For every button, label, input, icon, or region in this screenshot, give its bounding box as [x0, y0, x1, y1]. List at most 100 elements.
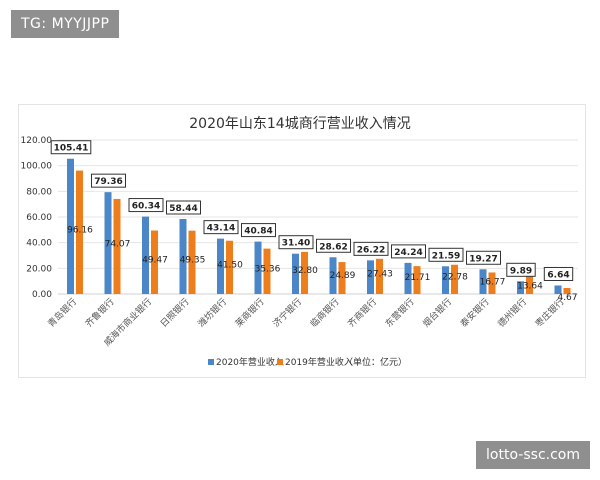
bar-2019 [301, 251, 308, 294]
data-label-2020: 9.89 [510, 266, 532, 276]
data-label-2020: 19.27 [469, 254, 497, 264]
data-label-box [391, 244, 426, 259]
bar-2020 [104, 192, 112, 294]
bar-2020 [217, 238, 224, 294]
data-label-box [353, 241, 389, 256]
y-tick-label: 100.00 [21, 162, 53, 172]
category-label: 莱商银行 [233, 296, 267, 330]
data-label-2019: 32.80 [292, 266, 318, 276]
chart-frame [18, 104, 586, 378]
bar-2019 [376, 258, 383, 294]
bar-2020 [404, 262, 412, 294]
data-label-2019: 16.77 [480, 277, 506, 287]
data-label-box [543, 266, 574, 281]
data-label-box [241, 223, 276, 238]
tag-label: TG: MYYJJPP [11, 10, 120, 38]
data-label-2020: 21.59 [432, 251, 460, 261]
y-tick-label: 0.00 [32, 290, 52, 300]
bar-2019 [563, 288, 571, 294]
data-label-2020: 6.64 [547, 270, 569, 280]
bar-2020 [142, 216, 149, 294]
data-label-2020: 28.62 [319, 242, 347, 252]
category-label: 临商银行 [308, 296, 342, 330]
category-label: 德州银行 [495, 296, 529, 330]
y-tick-label: 20.00 [26, 264, 52, 274]
category-label: 枣庄银行 [533, 296, 567, 330]
y-tick-label: 120.00 [21, 136, 53, 146]
data-label-2020: 58.44 [169, 204, 197, 214]
bar-2020 [517, 281, 524, 294]
data-label-2019: 27.43 [367, 269, 393, 279]
chart-title: 2020年山东14城商行营业收入情况 [189, 116, 410, 132]
bar-2019 [488, 272, 496, 294]
legend: 2020年营业收入 2019年营业收入 （单位：亿元） [208, 356, 407, 368]
category-label: 济宁银行 [270, 296, 304, 330]
data-label-2020: 79.36 [94, 177, 122, 187]
bar-2020 [292, 253, 299, 294]
bar-2020 [254, 241, 262, 294]
bar-2019 [526, 276, 533, 294]
category-label: 烟台银行 [420, 296, 454, 330]
bar-2019 [113, 198, 121, 294]
data-label-2020: 24.24 [394, 248, 422, 258]
bar-2019 [451, 264, 458, 294]
legend-swatch-2020 [208, 359, 214, 365]
category-label: 日照银行 [158, 296, 192, 330]
data-label-2019: 35.36 [255, 264, 281, 274]
data-label-box [166, 200, 201, 215]
data-label-2020: 40.84 [244, 227, 272, 237]
data-label-box [506, 262, 536, 277]
bar-2020 [329, 257, 337, 294]
category-label: 齐商银行 [345, 296, 379, 330]
bar-2019 [76, 170, 83, 294]
bar-2019 [413, 266, 421, 294]
category-label: 东营银行 [383, 296, 417, 330]
data-label-box [278, 235, 314, 250]
bar-2020 [67, 158, 74, 294]
legend-unit: （单位：亿元） [344, 356, 407, 368]
data-label-2019: 13.64 [517, 281, 543, 291]
data-label-2019: 74.07 [105, 239, 131, 249]
data-label-2019: 41.50 [217, 260, 243, 270]
bar-2019 [263, 248, 271, 294]
data-label-2019: 22.78 [442, 272, 468, 282]
y-tick-label: 80.00 [26, 187, 52, 197]
data-label-2019: 49.47 [142, 255, 168, 265]
site-label: lotto-ssc.com [476, 441, 590, 469]
data-label-box [128, 198, 164, 213]
bar-2020 [479, 269, 487, 294]
bar-2019 [338, 262, 346, 294]
data-label-box [50, 140, 92, 155]
y-tick-label: 60.00 [26, 213, 52, 223]
category-label: 齐鲁银行 [83, 296, 117, 330]
bar-2019 [151, 230, 158, 294]
data-label-box [428, 247, 464, 262]
data-label-box [316, 238, 351, 253]
data-label-2020: 105.41 [54, 144, 89, 154]
data-label-2019: 4.67 [557, 293, 577, 303]
category-label: 潍坊银行 [195, 296, 229, 330]
category-label: 泰安银行 [458, 296, 492, 330]
legend-label-2020: 2020年营业收入 [216, 356, 284, 368]
data-label-box [91, 173, 126, 188]
bar-2020 [367, 260, 374, 294]
data-label-2019: 49.35 [180, 255, 206, 265]
data-label-2019: 24.89 [330, 271, 356, 281]
legend-swatch-2019 [277, 359, 283, 365]
category-label: 青岛银行 [45, 296, 79, 330]
data-label-2020: 26.22 [357, 245, 385, 255]
data-label-2020: 43.14 [207, 224, 235, 234]
data-label-2020: 31.40 [282, 239, 310, 249]
data-label-box [466, 250, 501, 265]
data-label-2019: 96.16 [67, 225, 93, 235]
data-label-2019: 21.71 [405, 273, 431, 283]
bar-2020 [442, 266, 449, 294]
bar-2020 [554, 285, 562, 294]
bar-2019 [188, 230, 196, 294]
bar-2019 [226, 240, 233, 294]
data-label-box [203, 220, 239, 235]
data-label-2020: 60.34 [132, 202, 160, 212]
bar-2020 [179, 219, 187, 294]
legend-label-2019: 2019年营业收入 [285, 356, 353, 368]
